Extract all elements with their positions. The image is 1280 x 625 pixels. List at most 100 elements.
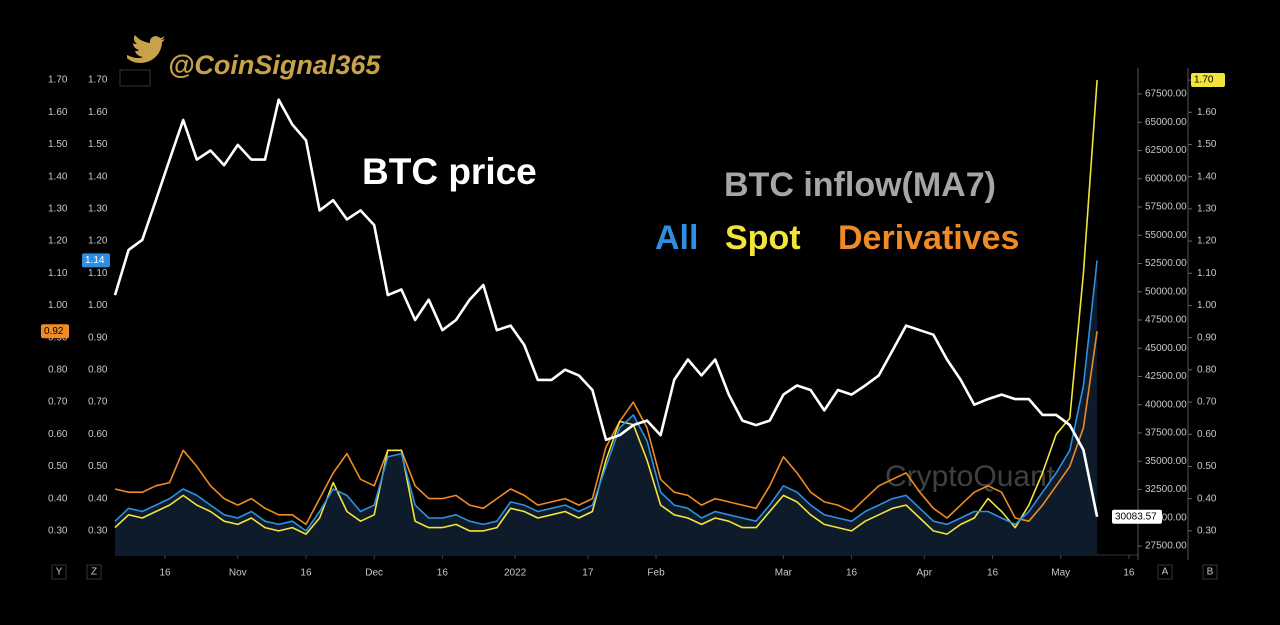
y-tick-label: 0.80 — [88, 364, 108, 375]
y-tick-label: 1.10 — [88, 268, 108, 279]
series-line — [113, 98, 1099, 518]
y-tick-label: 0.90 — [1197, 332, 1217, 343]
last-value-label: 0.92 — [44, 326, 64, 337]
y2-tick-label: 42500.00 — [1145, 371, 1187, 382]
y2-tick-label: 30000.00 — [1145, 512, 1187, 523]
series-line — [114, 80, 1098, 535]
y2-tick-label: 55000.00 — [1145, 230, 1187, 241]
last-value-tag — [41, 324, 69, 339]
x-tick-label: May — [1051, 568, 1070, 579]
control[interactable]: A — [1162, 567, 1169, 578]
control[interactable]: B — [1207, 567, 1214, 578]
x-tick-label: 16 — [987, 568, 999, 579]
last-value-label: 1.70 — [1194, 75, 1214, 86]
y-tick-label: 0.40 — [1197, 493, 1217, 504]
y2-tick-label: 32500.00 — [1145, 484, 1187, 495]
last-value-label: 30083.57 — [1115, 511, 1157, 522]
controls: Y Z A B — [51, 564, 1218, 580]
y2-tick-label: 65000.00 — [1145, 117, 1187, 128]
legend-label: Spot — [725, 219, 801, 257]
x-tick-label: 16 — [846, 568, 858, 579]
x-tick-label: Apr — [917, 568, 933, 579]
y-tick-label: 1.00 — [48, 300, 68, 311]
last-value-label: 1.14 — [85, 255, 105, 266]
twitter-icon — [127, 35, 165, 63]
y-tick-label: 0.40 — [48, 493, 68, 504]
y2-tick-label: 40000.00 — [1145, 399, 1187, 410]
last-value-tag — [1112, 509, 1162, 524]
y2-tick-label: 47500.00 — [1145, 315, 1187, 326]
y2-tick-label: 62500.00 — [1145, 145, 1187, 156]
x-tick-label: 17 — [582, 568, 594, 579]
y2-tick-label: 50000.00 — [1145, 286, 1187, 297]
y2-tick-label: 67500.00 — [1145, 89, 1187, 100]
price-label: BTC price — [362, 151, 537, 192]
y-tick-label: 0.80 — [1197, 364, 1217, 375]
y-tick-label: 1.30 — [88, 203, 108, 214]
y-tick-label: 1.40 — [88, 171, 108, 182]
x-tick-label: Dec — [365, 568, 383, 579]
y-tick-label: 0.70 — [48, 397, 68, 408]
y-tick-label: 0.50 — [1197, 461, 1217, 472]
x-tick-label: Nov — [229, 568, 247, 579]
y-tick-label: 1.20 — [48, 236, 68, 247]
control-box[interactable] — [51, 564, 67, 580]
y-tick-label: 1.60 — [88, 107, 108, 118]
x-tick-label: 16 — [437, 568, 449, 579]
y-tick-label: 0.30 — [1197, 525, 1217, 536]
x-tick-label: 16 — [300, 568, 312, 579]
y-tick-label: 1.10 — [48, 268, 68, 279]
y2-tick-label: 35000.00 — [1145, 456, 1187, 467]
y-tick-label: 1.70 — [48, 75, 68, 86]
control-box[interactable] — [1157, 564, 1173, 580]
y-tick-label: 0.60 — [88, 429, 108, 440]
annotation: BTC inflow(MA7) — [724, 166, 996, 204]
area — [115, 260, 1098, 555]
y-tick-label: 1.40 — [48, 171, 68, 182]
y-tick-label: 0.70 — [88, 397, 108, 408]
y-tick-label: 1.70 — [88, 75, 108, 86]
y-tick-label: 1.10 — [1197, 268, 1217, 279]
x-tick-label: 2022 — [504, 568, 527, 579]
x-tick-label: Mar — [775, 568, 793, 579]
toolbar-box — [119, 69, 151, 87]
y2-tick-label: 27500.00 — [1145, 541, 1187, 552]
y-tick-label: 0.70 — [1197, 397, 1217, 408]
y2-tick-label: 52500.00 — [1145, 258, 1187, 269]
y-tick-label: 0.40 — [88, 493, 108, 504]
y-tick-label: 1.60 — [1197, 107, 1217, 118]
watermark: CryptoQuant — [885, 460, 1056, 493]
legend-label: All — [655, 219, 698, 257]
y-tick-label: 0.50 — [48, 461, 68, 472]
y2-tick-label: 57500.00 — [1145, 202, 1187, 213]
legend-label: Derivatives — [838, 219, 1019, 257]
y-tick-label: 1.00 — [88, 300, 108, 311]
y-tick-label: 1.30 — [48, 203, 68, 214]
last-value-tag — [1191, 73, 1225, 88]
y-tick-label: 1.50 — [48, 139, 68, 150]
y-tick-label: 0.80 — [48, 364, 68, 375]
x-tick-label: 16 — [159, 568, 171, 579]
y-tick-label: 1.20 — [88, 236, 108, 247]
x-tick-label: Feb — [647, 568, 665, 579]
y-tick-label: 1.20 — [1197, 236, 1217, 247]
y-tick-label: 1.60 — [48, 107, 68, 118]
y-tick-label: 0.30 — [48, 525, 68, 536]
handle: @CoinSignal365 — [168, 50, 381, 80]
y-tick-label: 1.50 — [1197, 139, 1217, 150]
y-tick-label: 1.30 — [1197, 203, 1217, 214]
series-line — [114, 260, 1098, 532]
control[interactable]: Y — [56, 567, 63, 578]
control[interactable]: Z — [91, 567, 97, 578]
control-box[interactable] — [1202, 564, 1218, 580]
y-tick-label: 1.40 — [1197, 171, 1217, 182]
series-line — [114, 331, 1098, 526]
control-box[interactable] — [86, 564, 102, 580]
y-tick-label: 0.90 — [88, 332, 108, 343]
y-tick-label: 0.50 — [88, 461, 108, 472]
y2-tick-label: 60000.00 — [1145, 173, 1187, 184]
y-tick-label: 0.60 — [1197, 429, 1217, 440]
y-tick-label: 0.60 — [48, 429, 68, 440]
y-tick-label: 1.50 — [88, 139, 108, 150]
